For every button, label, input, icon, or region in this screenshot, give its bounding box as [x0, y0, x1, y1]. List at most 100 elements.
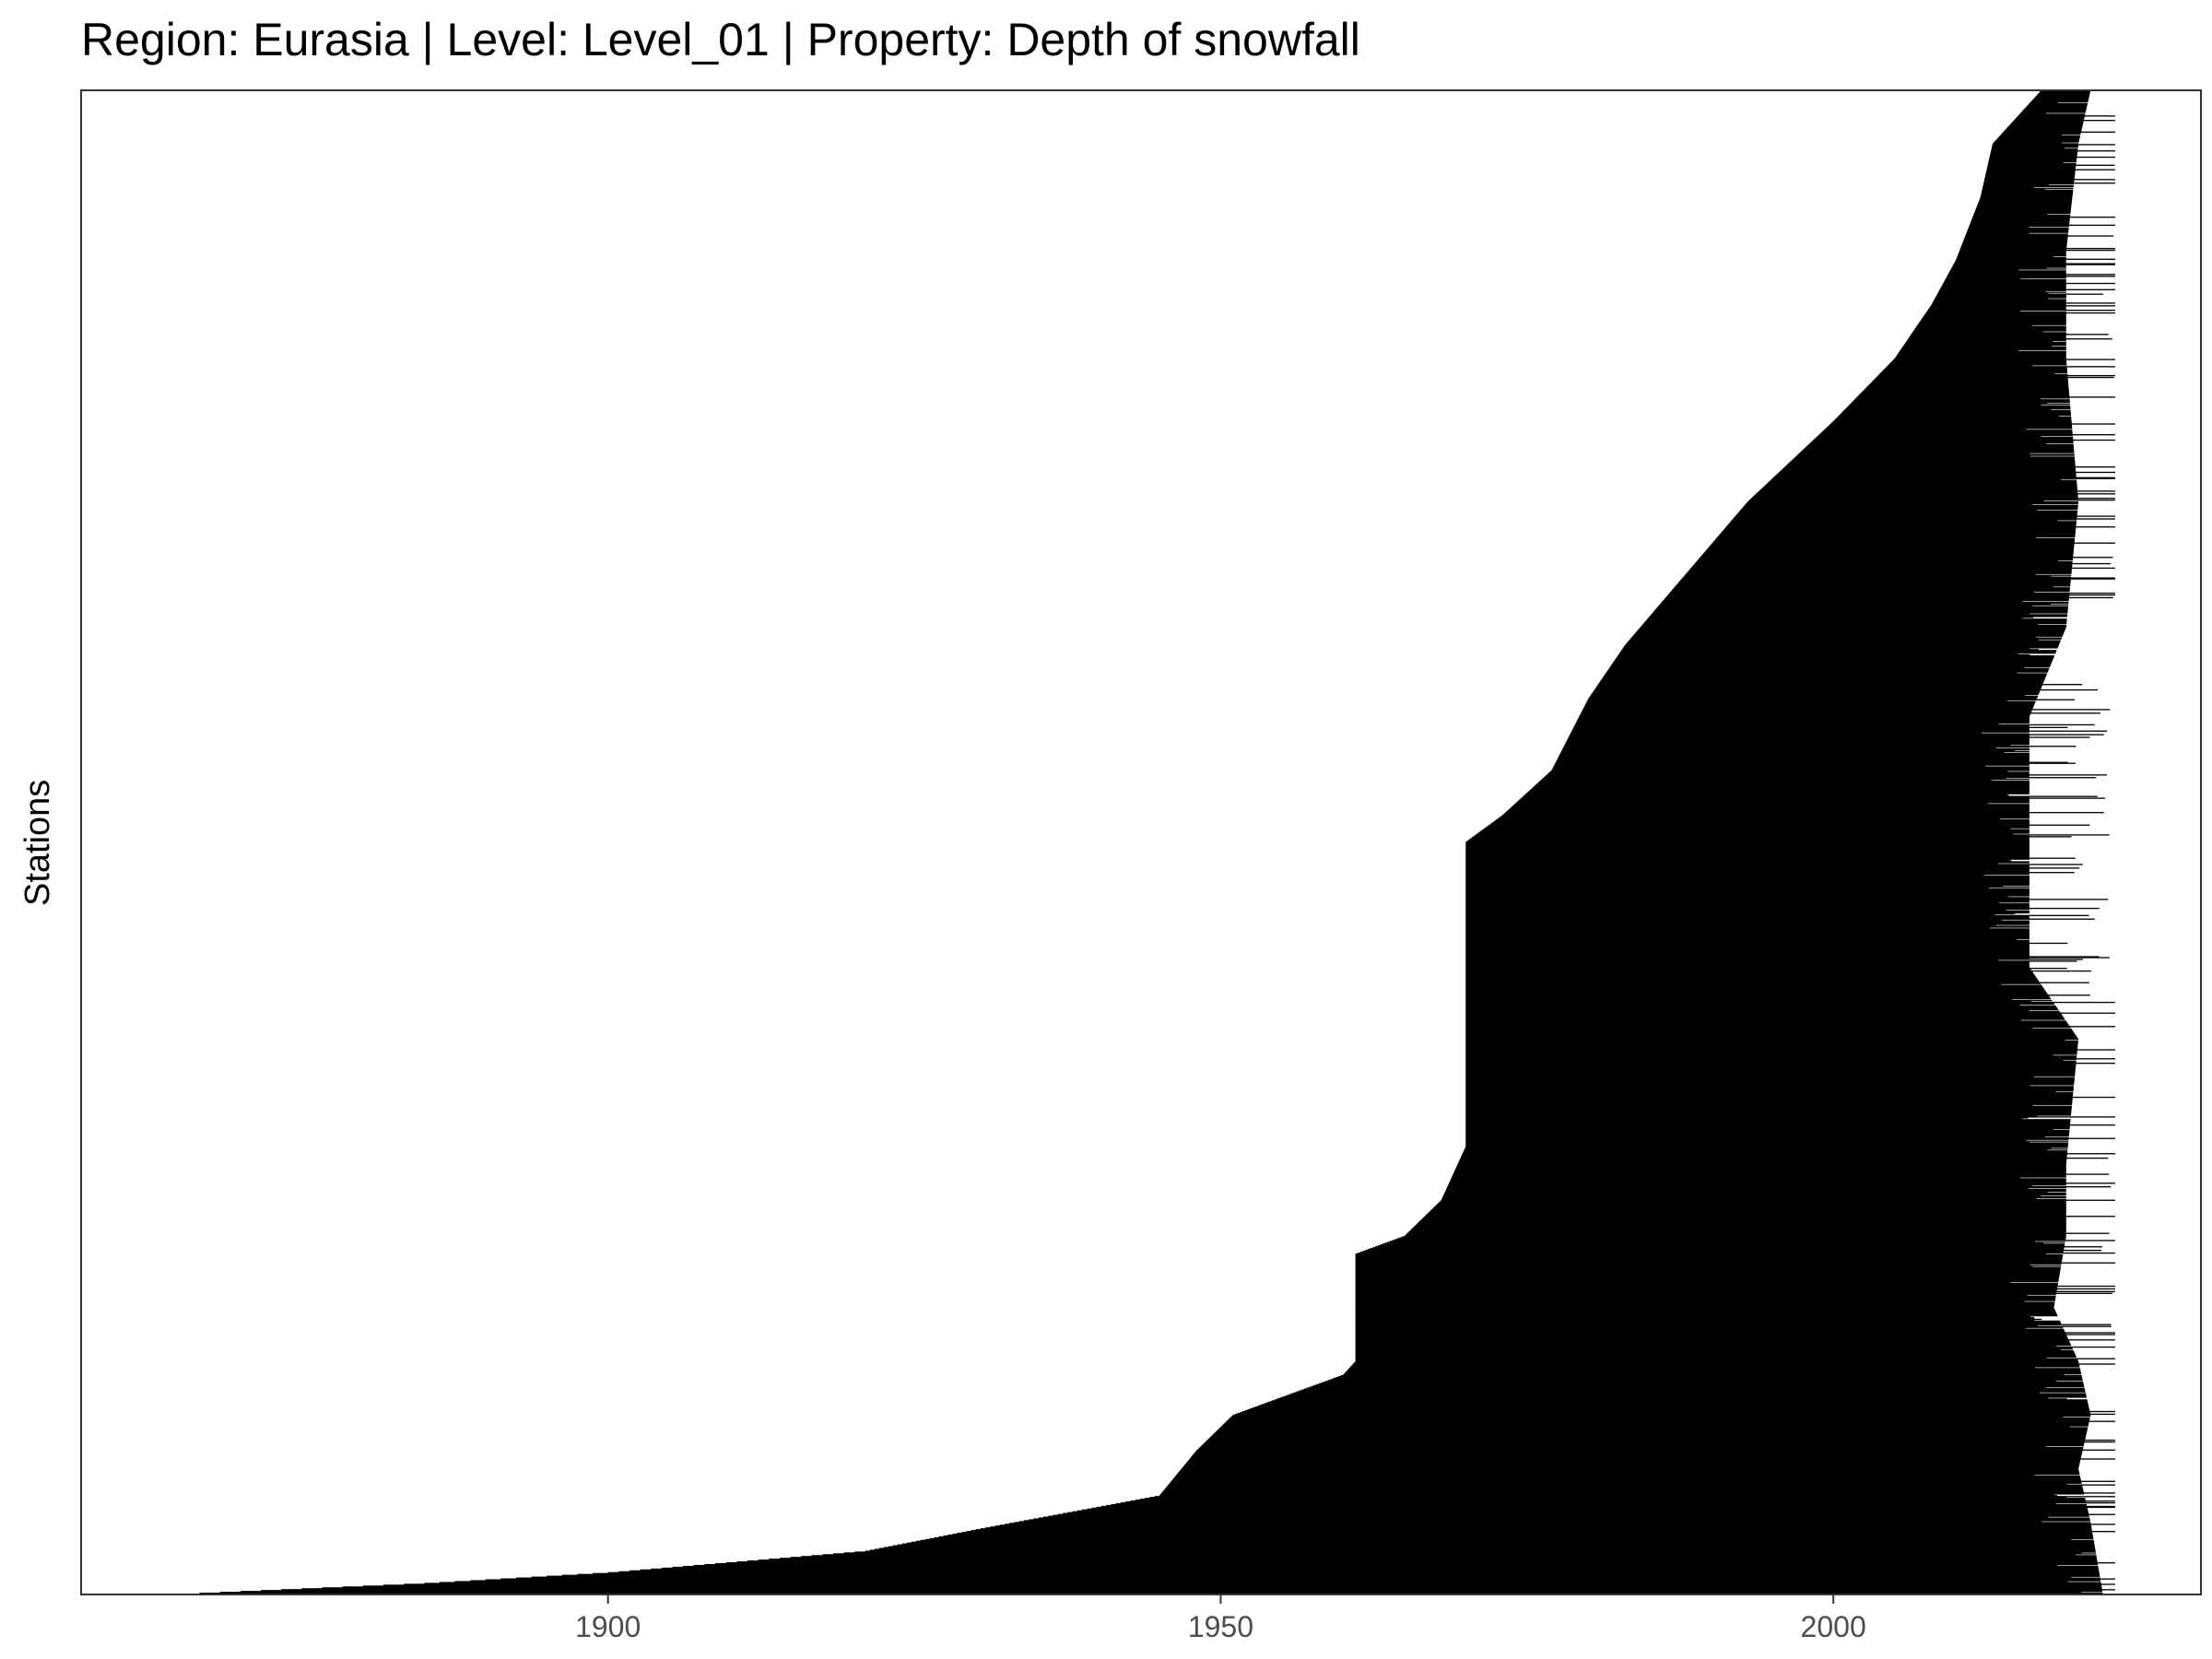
station-bar	[1465, 885, 2004, 887]
station-bar	[1489, 823, 2030, 825]
station-bar	[1919, 322, 2066, 324]
station-bar	[1989, 156, 2115, 159]
station-bar	[1355, 1283, 2058, 1286]
station-bar	[1212, 1434, 2087, 1436]
station-bar	[1975, 208, 2071, 210]
station-bar	[1556, 759, 2030, 761]
station-bar	[1956, 258, 2115, 260]
station-bar	[1465, 1116, 2115, 1118]
station-bar	[1355, 1292, 2113, 1294]
station-bar	[1987, 163, 2077, 165]
station-bar	[1419, 1219, 2066, 1222]
station-bar	[1553, 765, 1986, 767]
station-bar	[938, 1535, 2094, 1538]
station-bar	[1465, 1128, 2053, 1131]
station-bar	[1355, 1269, 2061, 1271]
station-bar	[1139, 1499, 2086, 1500]
station-bar	[1823, 429, 2073, 431]
station-bar	[1569, 735, 2030, 737]
station-bar	[1947, 276, 2066, 278]
station-bar	[1586, 700, 2036, 702]
station-bar	[1465, 1034, 2077, 1037]
station-bar	[1355, 1319, 2035, 1322]
station-bar	[1465, 1008, 2059, 1011]
station-bar	[1618, 654, 2030, 656]
station-bar	[1729, 522, 2077, 524]
station-bar	[1294, 1392, 2040, 1394]
station-bar	[1703, 552, 2074, 554]
station-bar	[1663, 599, 2069, 602]
station-bar	[1355, 1260, 2063, 1262]
station-bar	[1057, 1513, 2115, 1515]
station-bar	[454, 1581, 2068, 1583]
station-bar	[1218, 1429, 2088, 1430]
station-bar	[1992, 146, 2078, 147]
station-bar	[1465, 842, 2030, 844]
station-bar	[1465, 1030, 2074, 1032]
station-bar	[1922, 317, 2066, 320]
station-bar	[1723, 529, 2077, 532]
station-bar	[1729, 523, 2077, 524]
station-bar	[1584, 705, 2034, 707]
station-bar	[1594, 688, 2041, 690]
station-bar	[1580, 713, 2031, 715]
station-bar	[2017, 116, 2085, 118]
station-bar	[1471, 837, 2030, 839]
station-bar	[1633, 634, 2064, 636]
station-bar	[1990, 153, 2077, 156]
panel-border	[80, 89, 2202, 1595]
station-bar	[1992, 144, 2115, 146]
station-bar	[1355, 1334, 2115, 1335]
station-bar	[1577, 718, 2030, 721]
station-bar	[1518, 800, 2030, 802]
station-bar	[1453, 1173, 2110, 1175]
station-bar	[1355, 1265, 2032, 1267]
station-bar	[1355, 1324, 2112, 1325]
station-bar	[1865, 387, 2069, 389]
station-bar	[1561, 748, 2030, 751]
station-bar	[1405, 1234, 2066, 1236]
station-bar	[1991, 148, 2078, 150]
station-bar	[1916, 325, 2066, 327]
station-bar	[1932, 302, 2115, 304]
station-bar	[1638, 629, 2065, 631]
station-bar	[1573, 725, 2030, 728]
station-bar	[1959, 251, 2066, 253]
station-bar	[1630, 637, 2062, 639]
station-bar	[1465, 902, 2000, 904]
station-bar	[1959, 250, 2066, 253]
station-bar	[1860, 393, 2069, 394]
station-bar	[2037, 93, 2090, 96]
station-bar	[1355, 1254, 2064, 1257]
station-bar	[1923, 316, 2066, 319]
station-bar	[1524, 794, 2009, 796]
station-bar	[1852, 402, 2070, 404]
station-bar	[1465, 1119, 2071, 1121]
station-bar	[1465, 867, 2080, 869]
station-bar	[1465, 983, 2002, 985]
station-bar	[1934, 299, 2066, 300]
station-bar	[1644, 621, 2067, 623]
station-bar	[1465, 878, 2030, 881]
station-bar	[1827, 426, 2073, 428]
station-bar	[1465, 1135, 2046, 1137]
station-bar	[1465, 1081, 2075, 1083]
station-bar	[1465, 1133, 2069, 1135]
station-bar	[1724, 529, 2077, 531]
station-bar	[1087, 1508, 2088, 1511]
station-bar	[1355, 1349, 2074, 1352]
station-bar	[1556, 760, 2030, 762]
station-bar	[1983, 181, 2075, 182]
station-bar	[1969, 224, 2115, 227]
station-bar	[1465, 1031, 2075, 1034]
station-bar	[1901, 347, 2066, 349]
station-bar	[1612, 662, 2052, 665]
station-bar	[1773, 477, 2115, 478]
station-bar	[1567, 739, 2030, 741]
station-bar	[1543, 777, 2097, 779]
station-bar	[1552, 768, 2030, 770]
station-bar	[1465, 1042, 2078, 1044]
station-bar	[1619, 652, 2056, 653]
station-bar	[1465, 1017, 2065, 1018]
station-bar	[1325, 1380, 2057, 1382]
